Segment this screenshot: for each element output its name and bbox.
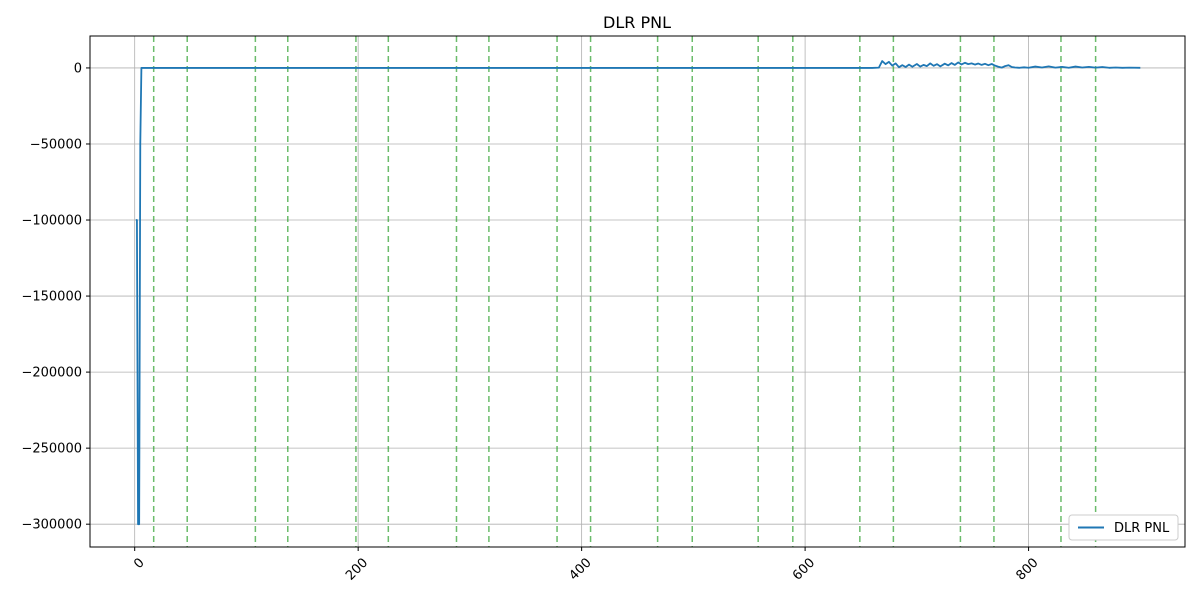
chart-title: DLR PNL: [603, 13, 671, 32]
plot-frame: [89, 35, 1186, 548]
y-tick-label: −250000: [21, 442, 82, 457]
y-tick-label: −100000: [21, 214, 82, 229]
legend: DLR PNL: [1068, 514, 1179, 541]
series-line-dlr-pnl: [135, 60, 1141, 526]
y-tick-label: −150000: [21, 290, 82, 305]
vertical-marker-lines: [152, 36, 1097, 547]
y-tick-label: 0: [74, 61, 82, 76]
data-series: [135, 60, 1141, 526]
legend-box: [1068, 514, 1179, 541]
y-axis: 0 −50000 −100000 −150000 −200000 −250000 −3000…: [21, 61, 90, 533]
y-tick-label: −300000: [21, 518, 82, 533]
legend-label-dlr-pnl: DLR PNL: [1114, 521, 1170, 536]
y-tick-label: −50000: [30, 137, 82, 152]
y-tick-label: −200000: [21, 366, 82, 381]
